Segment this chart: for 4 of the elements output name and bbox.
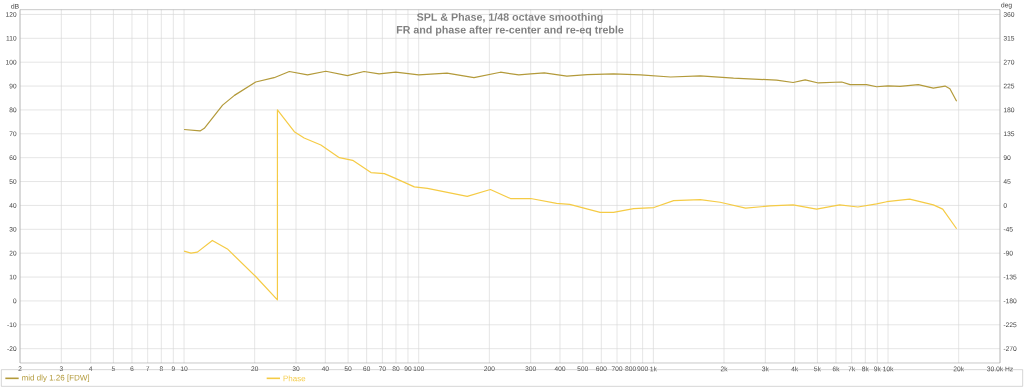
text: FR and phase after re-center and re-eq treble	[396, 25, 624, 36]
chart-title: SPL & Phase, 1/48 octave smoothing	[416, 13, 603, 24]
legend-label: Phase	[283, 375, 306, 382]
legend-label: mid dly 1.26 [FDW]	[22, 374, 90, 383]
